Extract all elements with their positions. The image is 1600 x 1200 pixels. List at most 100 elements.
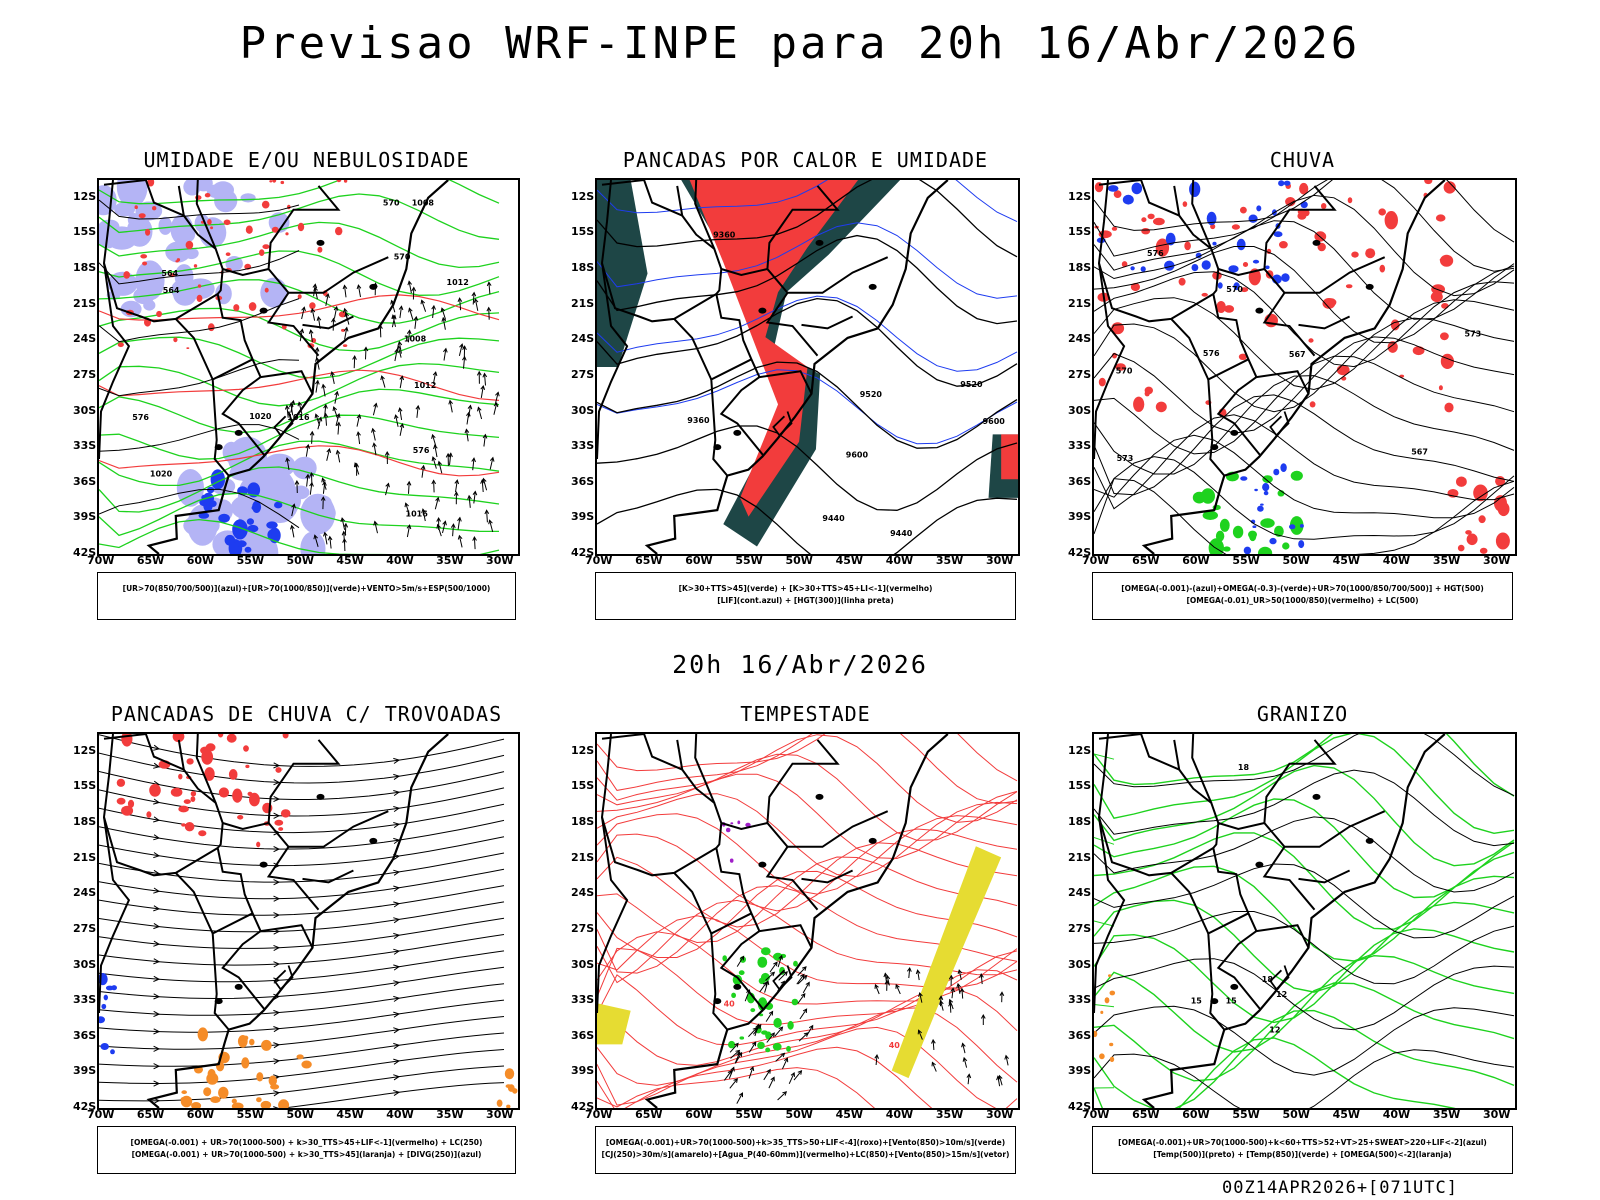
- legend-line: [OMEGA(-0.001)+UR>70(1000-500)+k>35_TTS>…: [605, 1138, 1006, 1147]
- legend-chuva: [OMEGA(-0.001)-(azul)+OMEGA(-0.3)-(verde…: [1092, 572, 1513, 620]
- contour-label: 9360: [687, 416, 710, 425]
- lat-label: 15S: [571, 225, 595, 239]
- lat-label: 30S: [1068, 403, 1092, 417]
- legend-umidade: [UR>70(850/700/500)](azul)+[UR>70(1000/8…: [97, 572, 516, 620]
- lon-label: 30W: [985, 1108, 1014, 1121]
- lon-label: 45W: [1332, 554, 1361, 567]
- contour-label: 1016: [287, 413, 310, 422]
- lat-label: 12S: [1068, 189, 1092, 203]
- lat-label: 24S: [571, 886, 595, 900]
- lat-label: 12S: [1068, 743, 1092, 757]
- lat-label: 42S: [1068, 1100, 1092, 1113]
- lat-label: 39S: [571, 510, 595, 524]
- lat-label: 39S: [73, 1064, 97, 1078]
- lat-label: 24S: [1068, 332, 1092, 346]
- lat-label: 21S: [73, 850, 97, 864]
- contour-label: 576: [132, 413, 149, 422]
- map-umidade: 1008 1008 1012 1012 1016 1016 1020 1020 570 570 57…: [97, 178, 520, 556]
- lon-label: 35W: [1432, 554, 1461, 567]
- lon-label: 70W: [585, 554, 613, 567]
- contour-label: 570: [394, 252, 411, 261]
- map-tempestade: 40 40: [595, 732, 1020, 1110]
- temp850-andes: [1094, 753, 1115, 1089]
- legend-line: [OMEGA(-0.001) + UR>70(1000-500) + k>30_…: [131, 1150, 482, 1159]
- lon-label: 40W: [885, 1108, 914, 1121]
- lon-label: 60W: [685, 1108, 713, 1121]
- lon-label: 30W: [1482, 1108, 1511, 1121]
- rain-green: [1192, 470, 1304, 554]
- legend-line: [OMEGA(-0.01)_UR>50(1000/850)(vermelho) …: [1186, 596, 1419, 605]
- lon-label: 40W: [1382, 554, 1411, 567]
- contour-label: 9600: [983, 417, 1006, 426]
- lat-label: 12S: [571, 743, 595, 757]
- lat-label: 18S: [571, 261, 595, 275]
- run-timestamp: 00Z14APR2026+[071UTC]: [1222, 1178, 1458, 1198]
- lat-label: 33S: [1068, 439, 1092, 453]
- wind850-vectors: [723, 954, 814, 1104]
- instability-areas: [597, 180, 1018, 547]
- lat-label: 30S: [1068, 957, 1092, 971]
- lat-label: 33S: [73, 439, 97, 453]
- umidade-labels: 1008 1008 1012 1012 1016 1016 1020 1020 570 570 57…: [132, 199, 468, 519]
- thunder-orange: [180, 1027, 312, 1108]
- lat-label: 42S: [571, 1100, 595, 1113]
- lat-label: 27S: [73, 921, 97, 935]
- lon-label: 60W: [1182, 1108, 1210, 1121]
- contour-label: 1012: [447, 278, 469, 287]
- contour-label: 15: [1191, 997, 1203, 1006]
- legend-trovoadas: [OMEGA(-0.001) + UR>70(1000-500) + k>30_…: [97, 1126, 516, 1174]
- legend-line: [OMEGA(-0.001)-(azul)+OMEGA(-0.3)-(verde…: [1121, 584, 1484, 593]
- lat-label: 42S: [73, 1100, 97, 1113]
- lon-label: 35W: [436, 1108, 464, 1121]
- temp850-contours: [1094, 734, 1515, 1108]
- lat-label: 12S: [73, 189, 97, 203]
- lon-label: 60W: [186, 1108, 215, 1121]
- contour-label: 9440: [822, 514, 845, 523]
- lat-label: 24S: [73, 886, 97, 900]
- lon-label: 50W: [1282, 554, 1310, 567]
- contour-label: 18: [1262, 975, 1274, 984]
- panel-title-pancadas-calor: PANCADAS POR CALOR E UMIDADE: [622, 148, 989, 172]
- lon-label: 55W: [1232, 1108, 1260, 1121]
- contour-label: 40: [889, 1041, 901, 1050]
- lon-label: 65W: [1132, 554, 1160, 567]
- contour-label: 12: [1269, 1025, 1280, 1034]
- lat-label: 27S: [571, 921, 595, 935]
- lon-label: 45W: [336, 1108, 364, 1121]
- lon-label: 30W: [985, 554, 1014, 567]
- panel-title-tempestade: TEMPESTADE: [740, 702, 871, 726]
- divergence-blue: [99, 973, 117, 1055]
- lon-label: 65W: [635, 554, 663, 567]
- political-borders: [99, 734, 449, 1108]
- lat-label: 27S: [571, 367, 595, 381]
- contour-label: 15: [1226, 996, 1238, 1005]
- contour-label: 1020: [150, 469, 173, 478]
- lon-label: 70W: [585, 1108, 613, 1121]
- rain-blue-south: [1240, 463, 1305, 554]
- map-pancadas-calor: 9600 9600 9520 9520 9440 9440 9360 9360: [595, 178, 1020, 556]
- map-chuva: 567 567 570 570 573 573 576 576: [1092, 178, 1517, 556]
- contour-label: 9520: [860, 390, 883, 399]
- lon-label: 55W: [735, 554, 763, 567]
- map-trovoadas: [97, 732, 520, 1110]
- political-borders: [99, 180, 449, 554]
- lon-label: 50W: [286, 1108, 314, 1121]
- bottom-row-date: 20h 16/Abr/2026: [672, 650, 928, 679]
- temp500-contours: [1094, 734, 1515, 1108]
- political-borders: [1094, 734, 1446, 1108]
- wind-vectors: [284, 280, 500, 552]
- lat-label: 24S: [571, 332, 595, 346]
- lon-label: 65W: [136, 1108, 165, 1121]
- lat-label: 39S: [1068, 1064, 1092, 1078]
- lon-label: 35W: [935, 1108, 964, 1121]
- lat-label: 30S: [73, 957, 97, 971]
- lon-label: 45W: [835, 1108, 864, 1121]
- lat-label: 33S: [73, 993, 97, 1007]
- omega-orange: [1094, 974, 1116, 1062]
- rain-blue: [1096, 180, 1308, 291]
- contour-label: 9600: [846, 450, 869, 459]
- lat-label: 18S: [73, 261, 97, 275]
- page-title: Previsao WRF-INPE para 20h 16/Abr/2026: [239, 18, 1361, 69]
- lon-label: 65W: [635, 1108, 663, 1121]
- lon-label: 70W: [1082, 554, 1110, 567]
